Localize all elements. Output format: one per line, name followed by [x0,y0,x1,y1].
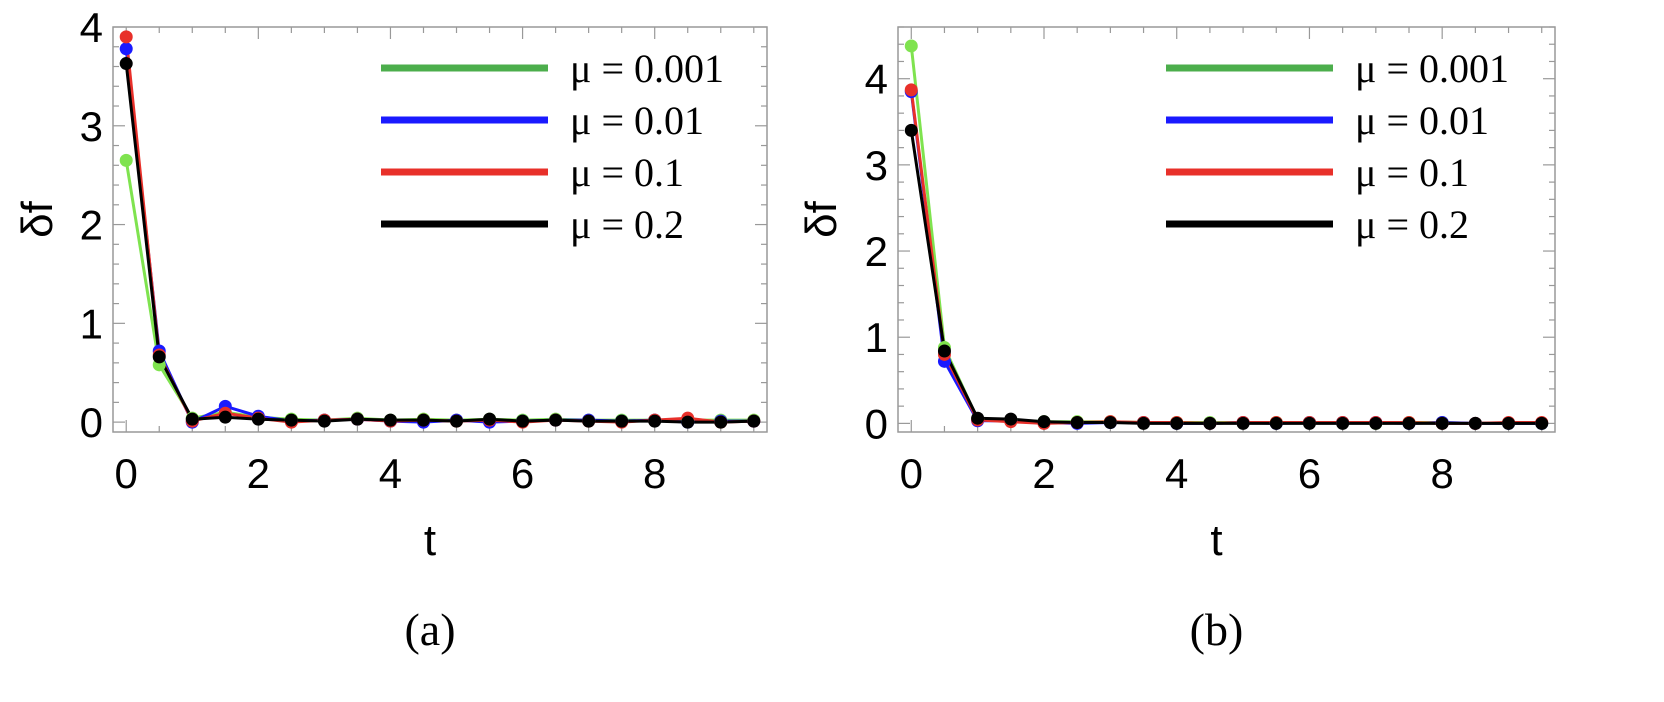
y-axis-label: δf [797,200,846,237]
x-tick-label: 0 [900,450,923,497]
data-point [1137,416,1151,430]
data-point [119,57,133,71]
data-point [1004,412,1018,426]
x-tick-label: 4 [1165,450,1188,497]
data-point [1037,415,1051,429]
x-tick-label: 2 [1032,450,1055,497]
x-tick-label: 0 [115,450,138,497]
y-tick-label: 1 [865,314,888,361]
data-point [615,414,629,428]
y-tick-label: 3 [80,103,103,150]
data-point [450,414,464,428]
data-point [549,413,563,427]
data-point [904,83,918,97]
data-point [119,30,133,44]
data-point [1336,416,1350,430]
x-tick-label: 8 [1431,450,1454,497]
legend-label: μ = 0.1 [1355,150,1469,195]
x-tick-label: 6 [1298,450,1321,497]
data-point [1502,416,1516,430]
legend-label: μ = 0.001 [1355,46,1509,91]
data-point [937,344,951,358]
data-point [218,410,232,424]
data-point [1435,416,1449,430]
data-point [1468,416,1482,430]
legend-label: μ = 0.01 [1355,98,1489,143]
data-point [1170,416,1184,430]
data-point [152,350,166,364]
data-point [383,413,397,427]
legend-label: μ = 0.001 [570,46,724,91]
y-tick-label: 1 [80,300,103,347]
x-axis-label: t [1210,516,1222,565]
panel-label: (a) [404,604,455,655]
data-point [971,411,985,425]
data-point [1369,416,1383,430]
panel-label: (b) [1190,604,1244,655]
data-point [251,412,265,426]
x-tick-label: 4 [379,450,402,497]
data-point [119,42,133,56]
data-point [483,412,497,426]
data-point [681,415,695,429]
x-tick-label: 8 [643,450,666,497]
data-point [1236,416,1250,430]
data-point [904,39,918,53]
plot-frame [897,26,1556,433]
data-point [747,414,761,428]
data-point [1103,416,1117,430]
data-point [516,414,530,428]
data-point [1203,416,1217,430]
y-tick-label: 0 [80,399,103,446]
y-tick-label: 4 [865,56,888,103]
x-axis-label: t [424,516,436,565]
data-point [119,153,133,167]
data-point [185,412,199,426]
data-point [1302,416,1316,430]
legend-label: μ = 0.1 [570,150,684,195]
y-tick-label: 2 [865,228,888,275]
data-point [1535,416,1549,430]
data-point [1402,416,1416,430]
plot-frame [112,26,768,433]
legend-label: μ = 0.2 [1355,202,1469,247]
x-tick-label: 2 [247,450,270,497]
data-point [904,123,918,137]
legend-label: μ = 0.01 [570,98,704,143]
y-tick-label: 4 [80,4,103,51]
series-line [124,160,754,422]
y-tick-label: 0 [865,400,888,447]
data-point [350,412,364,426]
data-point [416,413,430,427]
data-point [582,414,596,428]
y-tick-label: 3 [865,142,888,189]
data-point [1070,416,1084,430]
y-tick-label: 2 [80,202,103,249]
data-point [317,414,331,428]
data-point [284,413,298,427]
legend-label: μ = 0.2 [570,202,684,247]
y-axis-label: δf [13,200,62,237]
data-point [714,415,728,429]
x-tick-label: 6 [511,450,534,497]
data-point [1269,416,1283,430]
data-point [648,414,662,428]
